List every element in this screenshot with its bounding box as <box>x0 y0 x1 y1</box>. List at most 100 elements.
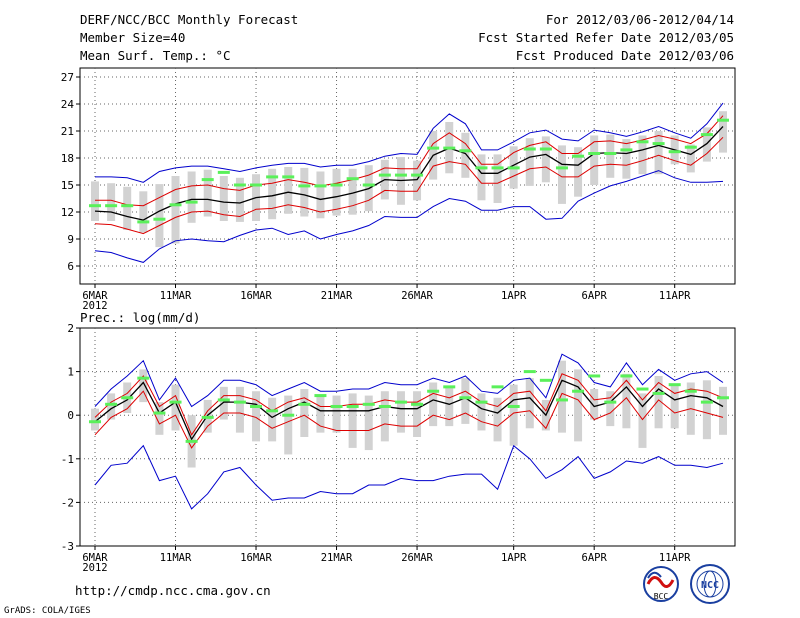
prec-ensemble-box <box>557 360 566 433</box>
prec-ensemble-box <box>670 384 679 429</box>
temp-y-tick-label: 12 <box>61 206 74 219</box>
temp-ensemble-box <box>638 135 647 175</box>
temp-observed-mark <box>604 152 617 155</box>
temp-ensemble-box <box>719 111 727 153</box>
temp-plot-frame <box>79 67 736 285</box>
temp-ensemble-box <box>686 144 695 173</box>
temp-observed-mark <box>684 145 697 149</box>
temp-observed-mark <box>121 204 134 208</box>
ncc-logo-text: NCC <box>701 580 719 591</box>
prec-x-tick-label: 16MAR <box>240 552 272 564</box>
prec-ensemble-box <box>91 408 99 431</box>
prec-observed-mark <box>121 396 134 400</box>
prec-observed-mark <box>346 404 359 408</box>
prec-ensemble-box <box>268 397 277 442</box>
prec-observed-mark <box>153 411 166 415</box>
temp-observed-mark <box>330 183 343 187</box>
temp-ensemble-box <box>219 176 228 221</box>
temp-ensemble-box <box>348 168 357 215</box>
temp-year-label: 2012 <box>82 300 107 312</box>
prec-observed-mark <box>201 415 214 419</box>
prec-ensemble-box <box>606 391 615 427</box>
prec-x-tick-label: 6APR <box>582 552 608 564</box>
bcc-logo-wave <box>646 576 675 588</box>
prec-observed-mark <box>588 374 601 378</box>
temp-y-tick-label: 15 <box>61 179 74 192</box>
temp-ensemble-box <box>413 160 422 201</box>
prec-observed-mark <box>572 389 585 393</box>
prec-ensemble-box <box>413 391 422 437</box>
prec-ensemble-box <box>525 378 534 429</box>
prec-ensemble-box <box>139 369 148 403</box>
prec-ensemble-box <box>219 386 228 420</box>
temp-y-tick-label: 18 <box>61 152 74 165</box>
temp-observed-mark <box>169 203 182 207</box>
temp-observed-mark <box>588 152 601 155</box>
temp-ensemble-box <box>107 183 116 221</box>
prec-observed-mark <box>604 400 617 404</box>
ncc-logo <box>690 564 730 604</box>
temp-observed-mark <box>475 166 488 170</box>
forecast-produced-label: Fcst Produced Date 2012/03/06 <box>515 48 734 63</box>
prec-observed-mark <box>89 420 101 424</box>
temp-lower-spread-line <box>94 136 724 235</box>
temp-observed-mark <box>314 184 327 188</box>
prec-observed-mark <box>523 370 536 374</box>
prec-ensemble-box <box>461 378 470 424</box>
bcc-logo-text: BCC <box>654 592 669 601</box>
prec-ensemble-box <box>509 384 518 446</box>
prec-observed-mark <box>491 385 504 389</box>
temp-x-tick-label: 1APR <box>501 290 527 302</box>
prec-observed-mark <box>717 396 729 400</box>
temp-ensemble-box <box>332 168 341 216</box>
temp-ensemble-box <box>557 145 566 204</box>
temp-ensemble-box <box>91 181 99 221</box>
ncc-logo-meridian <box>703 570 717 598</box>
prec-ensemble-box <box>284 395 293 455</box>
temp-x-tick-label: 26MAR <box>401 290 433 302</box>
temp-ensemble-box <box>606 134 615 178</box>
temp-observed-mark <box>459 149 472 153</box>
prec-observed-mark <box>507 404 520 408</box>
prec-ensemble-box <box>638 393 647 448</box>
temp-y-tick-label: 9 <box>67 233 74 246</box>
temp-x-tick-label: 11APR <box>659 290 691 302</box>
prec-ensemble-box <box>171 384 180 431</box>
prec-observed-mark <box>620 374 633 378</box>
prec-observed-mark <box>169 400 182 404</box>
temp-ensemble-box <box>316 171 325 219</box>
temp-ensemble-box <box>477 154 486 201</box>
temp-observed-mark <box>636 140 649 144</box>
prec-ensemble-box <box>316 395 325 433</box>
temp-panel <box>76 67 736 288</box>
prec-observed-mark <box>668 383 681 387</box>
prec-y-tick-label: -1 <box>61 453 74 466</box>
temp-y-tick-label: 6 <box>67 260 74 273</box>
prec-x-tick-label: 11APR <box>659 552 691 564</box>
prec-observed-mark <box>137 376 150 380</box>
prec-lower-spread-line <box>94 390 724 449</box>
temp-observed-mark <box>185 200 198 204</box>
temp-ensemble-box <box>525 138 534 186</box>
temp-ensemble-box <box>268 168 277 220</box>
temp-observed-mark <box>105 204 118 208</box>
temp-observed-mark <box>346 177 359 181</box>
prec-x-tick-label: 26MAR <box>401 552 433 564</box>
prec-observed-mark <box>233 400 246 404</box>
temp-observed-mark <box>523 147 536 151</box>
temp-ensemble-box <box>622 139 631 179</box>
temp-x-tick-label: 11MAR <box>160 290 192 302</box>
prec-observed-mark <box>700 400 713 404</box>
prec-observed-mark <box>684 389 697 393</box>
prec-ensemble-box <box>107 393 116 420</box>
temp-ensemble-mean-line <box>94 126 724 221</box>
prec-observed-mark <box>555 398 568 402</box>
prec-y-tick-label: 1 <box>67 366 74 379</box>
prec-ensemble-box <box>364 395 373 451</box>
prec-observed-mark <box>266 409 279 413</box>
prec-ensemble-box <box>235 386 244 433</box>
prec-x-tick-label: 11MAR <box>160 552 192 564</box>
prec-ensemble-box <box>445 386 454 427</box>
